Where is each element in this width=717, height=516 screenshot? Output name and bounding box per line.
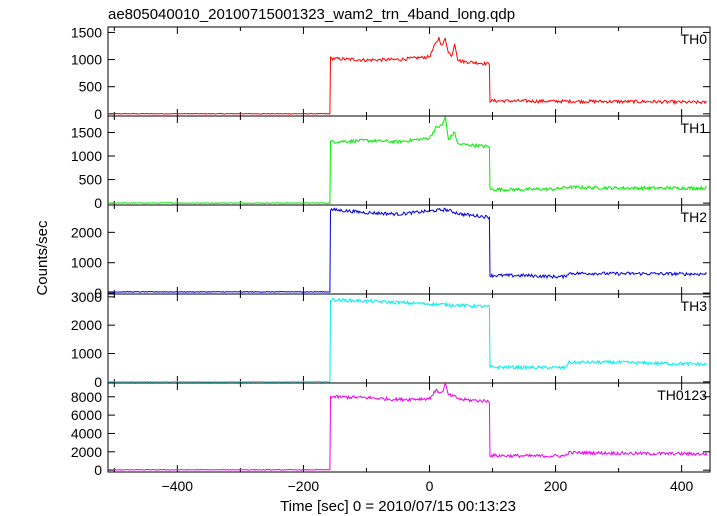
x-axis-label: Time [sec] 0 = 2010/07/15 00:13:23	[280, 498, 516, 515]
panel-th1: 0 500 1000 1500 TH1	[71, 115, 711, 211]
y-tick-label: 1500	[71, 24, 102, 40]
chart-title: ae805040010_20100715001323_wam2_trn_4ban…	[108, 6, 515, 23]
y-tick-label: 1500	[71, 124, 102, 140]
panel-name-label: TH0	[681, 31, 708, 47]
panel-name-label: TH1	[681, 120, 708, 136]
y-tick-label: 2000	[71, 224, 102, 240]
y-tick-label: 4000	[71, 425, 102, 441]
x-tick-label: 400	[670, 478, 694, 494]
y-tick-label: 500	[79, 79, 103, 95]
y-tick-label: 0	[94, 462, 102, 478]
x-tick-label: 0	[426, 478, 434, 494]
series-line	[107, 116, 707, 205]
y-tick-label: 1000	[71, 346, 102, 362]
series-line	[107, 297, 708, 383]
panel-frame	[107, 382, 711, 473]
panel-frame	[107, 293, 711, 384]
series-line	[107, 381, 708, 471]
panel-frame	[107, 204, 711, 295]
y-tick-label: 2000	[71, 444, 102, 460]
y-tick-label: 3000	[71, 289, 102, 305]
y-tick-label: 0	[94, 195, 102, 211]
panel-th3: 0 1000 2000 3000 TH3	[71, 289, 711, 390]
y-tick-label: 0	[94, 106, 102, 122]
panel-name-label: TH2	[681, 209, 708, 225]
y-tick-label: 1000	[71, 52, 102, 68]
panel-th0: 0 500 1000 1500 TH0	[71, 24, 711, 122]
y-tick-label: 1000	[71, 148, 102, 164]
y-tick-label: 0	[94, 285, 102, 301]
panel-name-label: TH3	[681, 298, 708, 314]
panel-th0123: 0 2000 4000 6000 8000 −400 −200 0 200 400 TH0123	[71, 381, 711, 494]
x-tick-label: −400	[162, 478, 194, 494]
y-tick-label: 500	[79, 172, 103, 188]
series-line	[107, 207, 707, 293]
y-tick-label: 8000	[71, 389, 102, 405]
y-tick-label: 2000	[71, 317, 102, 333]
y-axis-label: Counts/sec	[34, 220, 51, 296]
y-tick-label: 1000	[71, 255, 102, 271]
y-tick-label: 6000	[71, 407, 102, 423]
series-line	[107, 36, 707, 115]
panel-frame	[107, 115, 711, 206]
y-tick-label: 0	[94, 374, 102, 390]
panel-th2: 0 1000 2000 TH2	[71, 204, 711, 301]
panel-name-label: TH0123	[657, 387, 707, 403]
x-tick-label: −200	[288, 478, 320, 494]
x-tick-label: 200	[544, 478, 568, 494]
